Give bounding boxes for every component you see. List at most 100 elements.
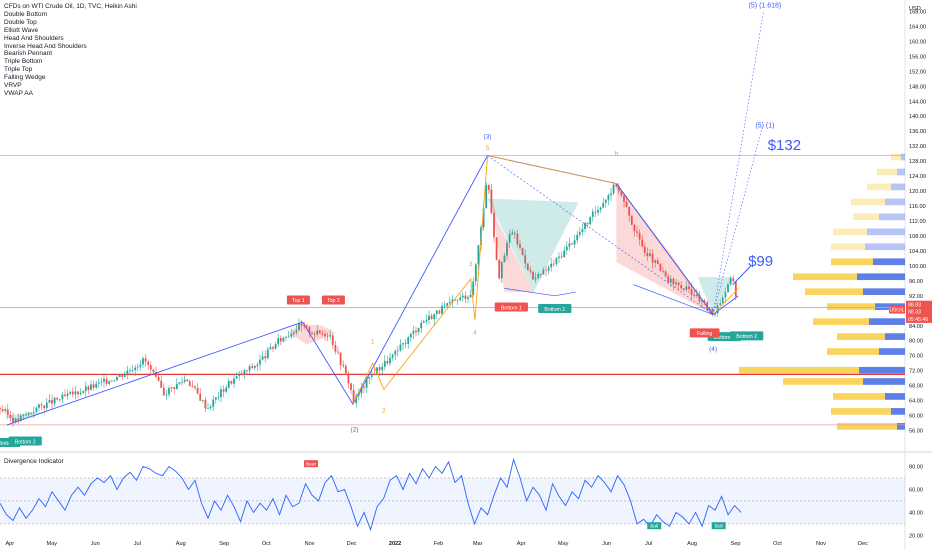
volume-profile-bar-down — [863, 288, 905, 296]
volume-profile-bar-down — [891, 408, 905, 415]
candle-body — [253, 365, 256, 368]
candle-body — [0, 408, 1, 410]
candle-body — [82, 391, 85, 393]
price-tick-label: 144.00 — [909, 99, 926, 105]
wave-annotation: (5) (1) — [755, 122, 774, 129]
candle-body — [597, 209, 599, 213]
legend-item[interactable]: Double Bottom — [4, 10, 47, 18]
candle-body — [420, 322, 423, 329]
candle-body — [381, 366, 384, 371]
candle-body — [695, 294, 698, 296]
wave-annotation: $99 — [748, 253, 773, 270]
fib-extension-1618 — [712, 11, 764, 315]
candle-body — [568, 243, 571, 247]
legend-item[interactable]: VWAP AA — [4, 89, 33, 97]
candle-body — [282, 337, 285, 342]
candle-body — [227, 381, 230, 388]
candle-body — [615, 184, 618, 187]
candle-body — [472, 281, 475, 295]
time-tick-label: Dec — [858, 541, 868, 547]
candle-body — [32, 411, 35, 413]
candle-body — [474, 264, 477, 282]
candle-body — [729, 278, 732, 285]
volume-profile-bar-up — [827, 348, 879, 355]
candle-body — [344, 366, 347, 374]
candle-body — [196, 387, 199, 394]
double-top-area — [288, 323, 337, 345]
legend-title[interactable]: CFDs on WTI Crude Oil, 1D, TVC, Heikin A… — [4, 3, 137, 10]
price-tick-label: 140.00 — [909, 114, 926, 120]
candle-body — [428, 315, 430, 321]
candle-body — [194, 386, 196, 388]
candle-body — [53, 397, 56, 404]
candle-body — [139, 364, 142, 367]
legend-item[interactable]: VRVP — [4, 82, 22, 90]
legend-item[interactable]: Head And Shoulders — [4, 34, 64, 42]
candle-body — [308, 326, 311, 333]
volume-profile-bar-up — [877, 168, 897, 176]
indicator-tick-label: 80.00 — [909, 464, 923, 470]
candle-body — [612, 184, 615, 194]
candle-body — [149, 365, 152, 370]
candle-body — [602, 202, 605, 208]
candle-body — [586, 222, 589, 225]
candle-body — [493, 212, 495, 238]
candle-body — [649, 253, 651, 257]
candle-body — [217, 397, 220, 398]
legend-item[interactable]: Inverse Head And Shoulders — [4, 42, 87, 50]
candle-body — [376, 367, 378, 375]
candle-body — [703, 300, 706, 303]
candle-body — [295, 330, 298, 333]
candle-body — [342, 364, 345, 367]
candle-body — [175, 383, 178, 389]
legend-item[interactable]: Double Top — [4, 18, 37, 26]
indicator-tick-label: 40.00 — [909, 510, 923, 516]
price-label-text: 05:45:46 — [908, 317, 928, 323]
candle-body — [519, 244, 521, 248]
pattern-tag-label: Top 2 — [327, 298, 340, 304]
candle-body — [155, 372, 157, 377]
candle-body — [378, 367, 381, 371]
price-tick-label: 72.00 — [909, 369, 923, 375]
pattern-tag-bg — [689, 328, 720, 338]
candle-body — [178, 382, 181, 384]
legend-item[interactable]: Falling Wedge — [4, 74, 46, 82]
volume-profile-bar-up — [831, 408, 891, 415]
legend-item[interactable]: Bearish Pennant — [4, 50, 53, 58]
time-tick-label: Mar — [473, 541, 483, 547]
price-tick-label: 60.00 — [909, 414, 923, 420]
candle-body — [66, 393, 69, 396]
candle-body — [61, 394, 64, 400]
candle-body — [360, 387, 363, 394]
volume-profile-bar-up — [783, 378, 863, 385]
candle-body — [698, 294, 701, 302]
price-tick-label: 124.00 — [909, 174, 926, 180]
legend-item[interactable]: Triple Bottom — [4, 58, 43, 66]
time-tick-label: Jun — [602, 541, 611, 547]
candle-body — [162, 387, 165, 396]
candle-body — [584, 222, 586, 230]
volume-profile-bar-up — [837, 423, 897, 430]
candle-body — [578, 232, 581, 235]
candle-body — [690, 289, 693, 296]
candle-body — [604, 199, 607, 203]
price-tick-label: 160.00 — [909, 39, 926, 45]
time-tick-label: Jul — [645, 541, 652, 547]
candle-body — [636, 231, 638, 233]
wave-annotation: (4) — [709, 346, 717, 353]
candle-body — [113, 380, 116, 382]
price-tick-label: 64.00 — [909, 399, 923, 405]
indicator-line — [0, 458, 742, 532]
candle-body — [131, 370, 134, 371]
candle-body — [404, 343, 407, 345]
candle-body — [498, 259, 501, 279]
legend-item[interactable]: Elliott Wave — [4, 26, 39, 34]
time-tick-label: Nov — [305, 541, 315, 547]
volume-profile-bar-up — [867, 183, 891, 191]
legend-item[interactable]: Triple Top — [4, 66, 33, 74]
candle-body — [464, 295, 467, 299]
candle-body — [305, 325, 308, 327]
volume-profile-bar-up — [831, 243, 865, 251]
candle-body — [235, 376, 238, 379]
